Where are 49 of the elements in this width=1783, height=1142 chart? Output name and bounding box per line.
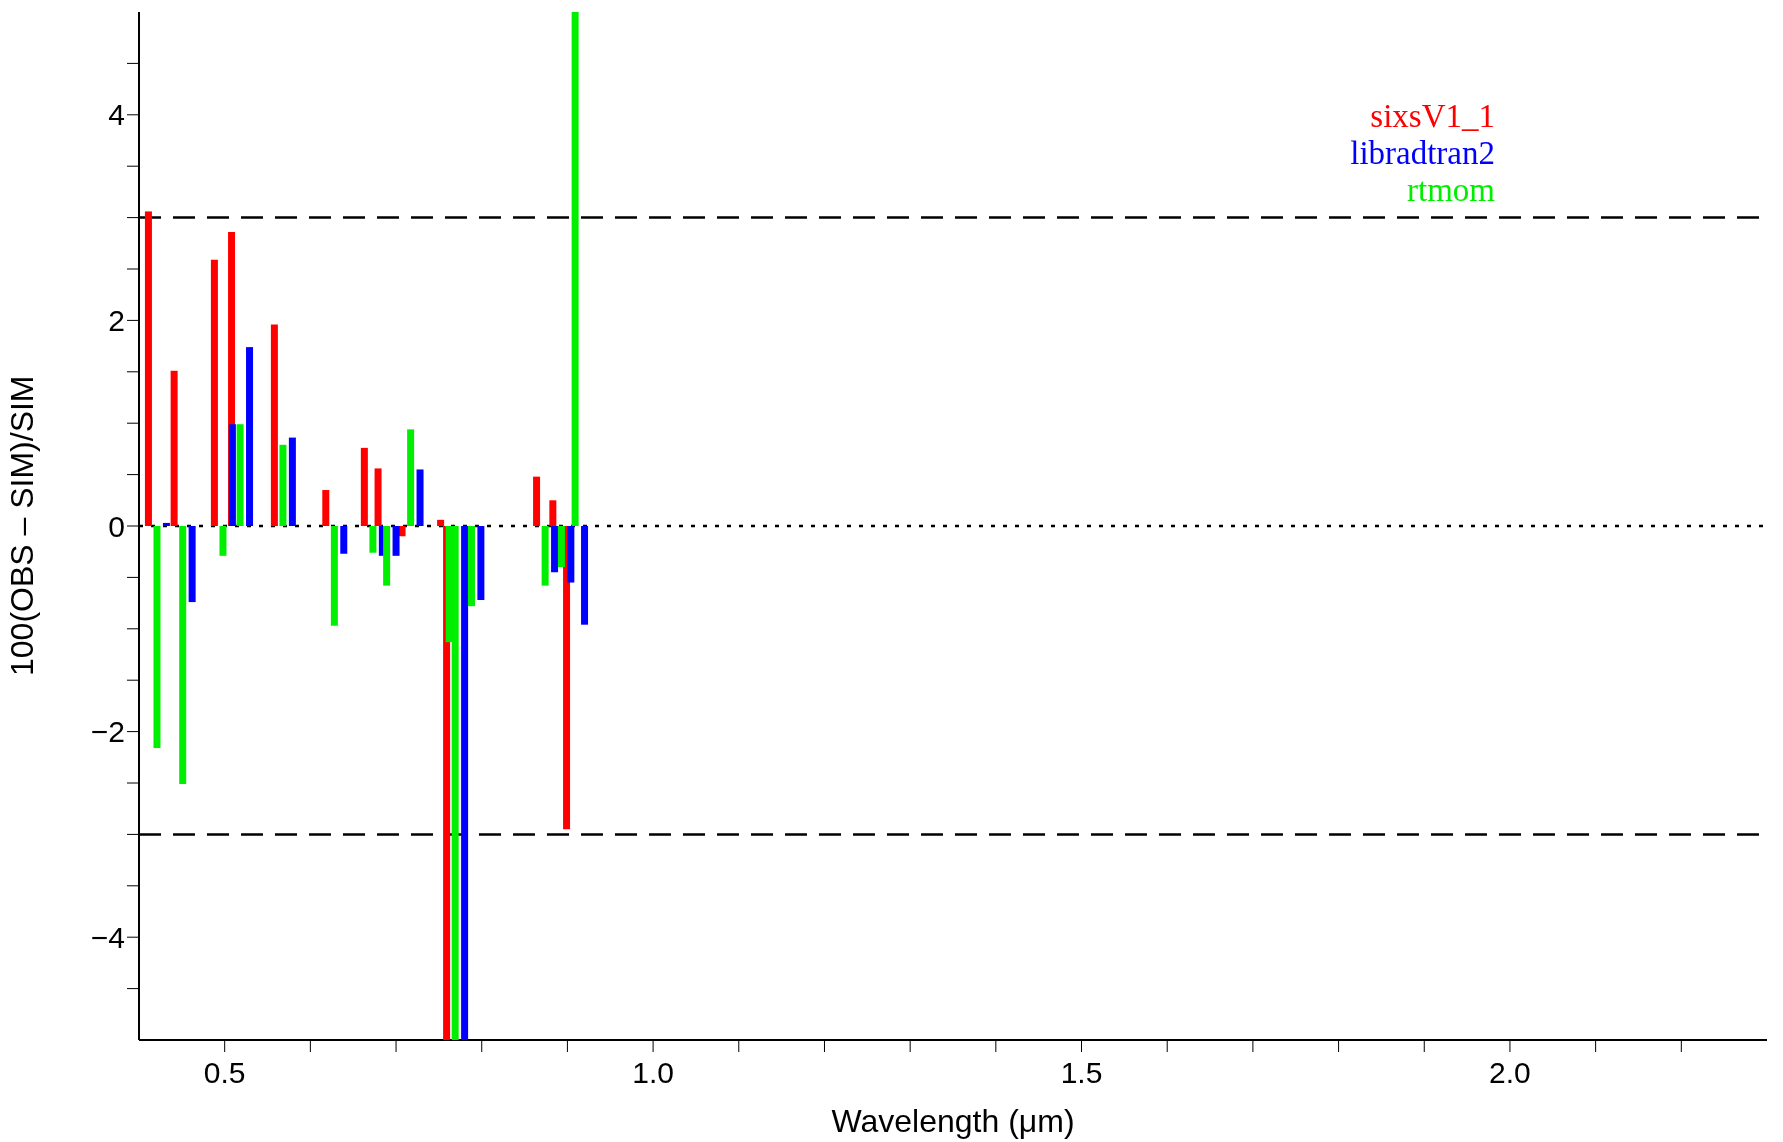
bar xyxy=(188,526,196,603)
y-axis-title: 100(OBS – SIM)/SIM xyxy=(4,375,41,676)
bar xyxy=(162,522,170,526)
bar xyxy=(270,324,278,526)
bar xyxy=(153,526,161,749)
bar xyxy=(407,429,415,526)
bar xyxy=(322,490,330,526)
bar xyxy=(567,526,575,583)
bar xyxy=(467,526,475,607)
text: libradtran2 xyxy=(1350,135,1495,172)
bar xyxy=(461,526,469,1040)
bar xyxy=(288,437,296,526)
bar xyxy=(416,469,424,526)
bar xyxy=(549,500,557,526)
bar xyxy=(533,476,541,526)
bar xyxy=(330,526,338,626)
x-tick-label: 1.0 xyxy=(632,1056,674,1090)
y-tick-label: −2 xyxy=(90,715,125,749)
bar xyxy=(557,526,565,568)
bar xyxy=(210,259,218,526)
bar xyxy=(392,526,400,556)
bar xyxy=(581,526,589,625)
x-tick-label: 2.0 xyxy=(1489,1056,1531,1090)
bar xyxy=(144,211,152,526)
y-tick-label: 2 xyxy=(108,304,125,338)
y-tick-label: −4 xyxy=(90,920,125,954)
text: rtmom xyxy=(1406,172,1495,209)
text: sixsV1_1 xyxy=(1369,98,1495,135)
bar xyxy=(279,444,287,526)
bar xyxy=(369,526,377,553)
bar xyxy=(179,526,187,785)
bar xyxy=(236,424,244,526)
bar xyxy=(360,447,368,526)
bar xyxy=(340,526,348,554)
bar xyxy=(170,370,178,526)
x-tick-label: 1.5 xyxy=(1060,1056,1103,1090)
y-tick-label: 0 xyxy=(108,509,125,543)
bar xyxy=(219,526,227,556)
bar xyxy=(571,12,579,526)
bar xyxy=(383,526,391,586)
bar xyxy=(228,424,236,526)
y-tick-label: 4 xyxy=(108,98,125,132)
bar xyxy=(551,526,559,573)
x-tick-label: 0.5 xyxy=(203,1056,246,1090)
bar xyxy=(246,347,254,526)
x-axis-title: Wavelength (μm) xyxy=(831,1103,1075,1139)
bar xyxy=(541,526,549,586)
bar xyxy=(374,468,382,526)
bar xyxy=(477,526,485,601)
